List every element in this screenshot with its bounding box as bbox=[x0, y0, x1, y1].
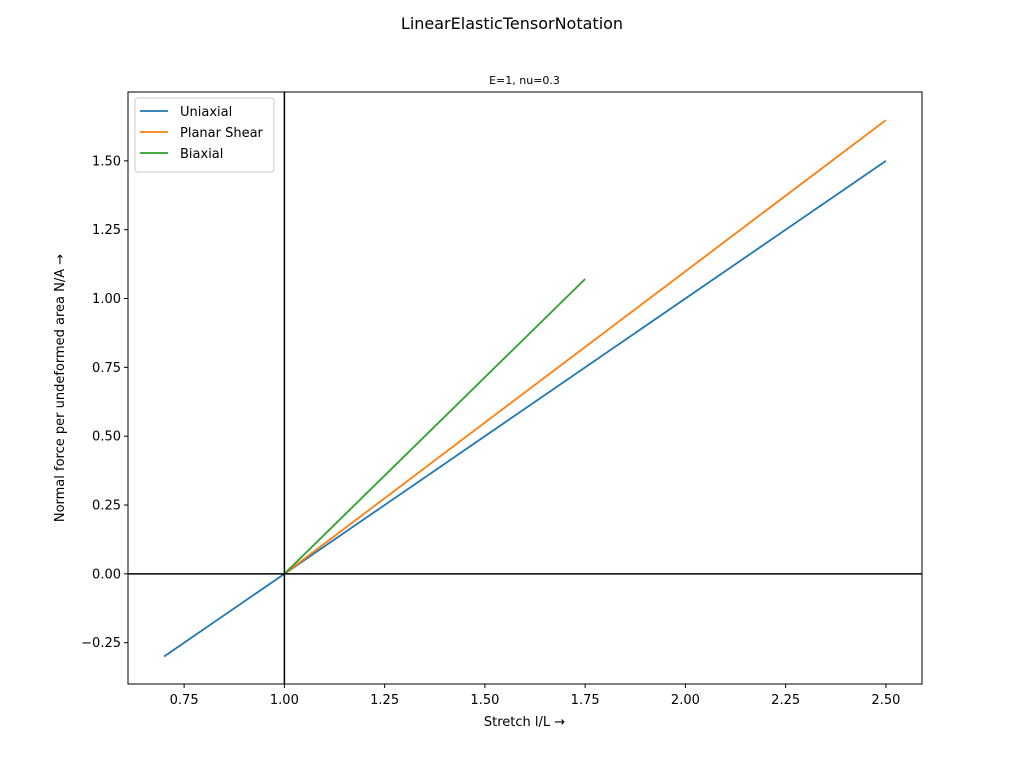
legend-label: Planar Shear bbox=[180, 126, 264, 141]
y-tick-label: 0.50 bbox=[92, 430, 121, 445]
x-tick-label: 1.00 bbox=[270, 693, 299, 708]
x-tick-label: 0.75 bbox=[170, 693, 199, 708]
x-axis-label: Stretch l/L → bbox=[484, 715, 565, 730]
chart-subtitle: E=1, nu=0.3 bbox=[489, 74, 560, 87]
series-line-uniaxial bbox=[163, 160, 887, 658]
x-tick-label: 2.00 bbox=[671, 693, 700, 708]
y-tick-label: 1.25 bbox=[92, 223, 121, 238]
x-tick-label: 2.50 bbox=[871, 693, 900, 708]
x-tick-label: 1.25 bbox=[370, 693, 399, 708]
legend-box bbox=[134, 97, 275, 173]
y-tick-label: 0.75 bbox=[92, 361, 121, 376]
legend: Uniaxial Planar Shear Biaxial bbox=[134, 97, 275, 173]
y-tick-label: 0.00 bbox=[92, 567, 121, 582]
legend-label: Biaxial bbox=[180, 147, 223, 162]
y-axis-label: Normal force per undeformed area N/A → bbox=[53, 254, 68, 522]
y-tick-label: −0.25 bbox=[81, 636, 121, 651]
series-line-biaxial bbox=[283, 278, 586, 575]
axis-ticks: 0.75 1.00 1.25 1.50 1.75 2.00 2.25 2.50 −0.25 0.0… bbox=[81, 154, 900, 708]
y-tick-label: 1.00 bbox=[92, 292, 121, 307]
plot-area bbox=[128, 92, 922, 684]
y-tick-label: 1.50 bbox=[92, 154, 121, 169]
x-tick-label: 2.25 bbox=[771, 693, 800, 708]
legend-label: Uniaxial bbox=[180, 105, 232, 120]
series-line-planar-shear bbox=[283, 119, 887, 575]
x-tick-label: 1.50 bbox=[470, 693, 499, 708]
axes-frame bbox=[127, 91, 923, 685]
chart-title: LinearElasticTensorNotation bbox=[401, 14, 623, 33]
y-tick-label: 0.25 bbox=[92, 499, 121, 514]
x-tick-label: 1.75 bbox=[571, 693, 600, 708]
